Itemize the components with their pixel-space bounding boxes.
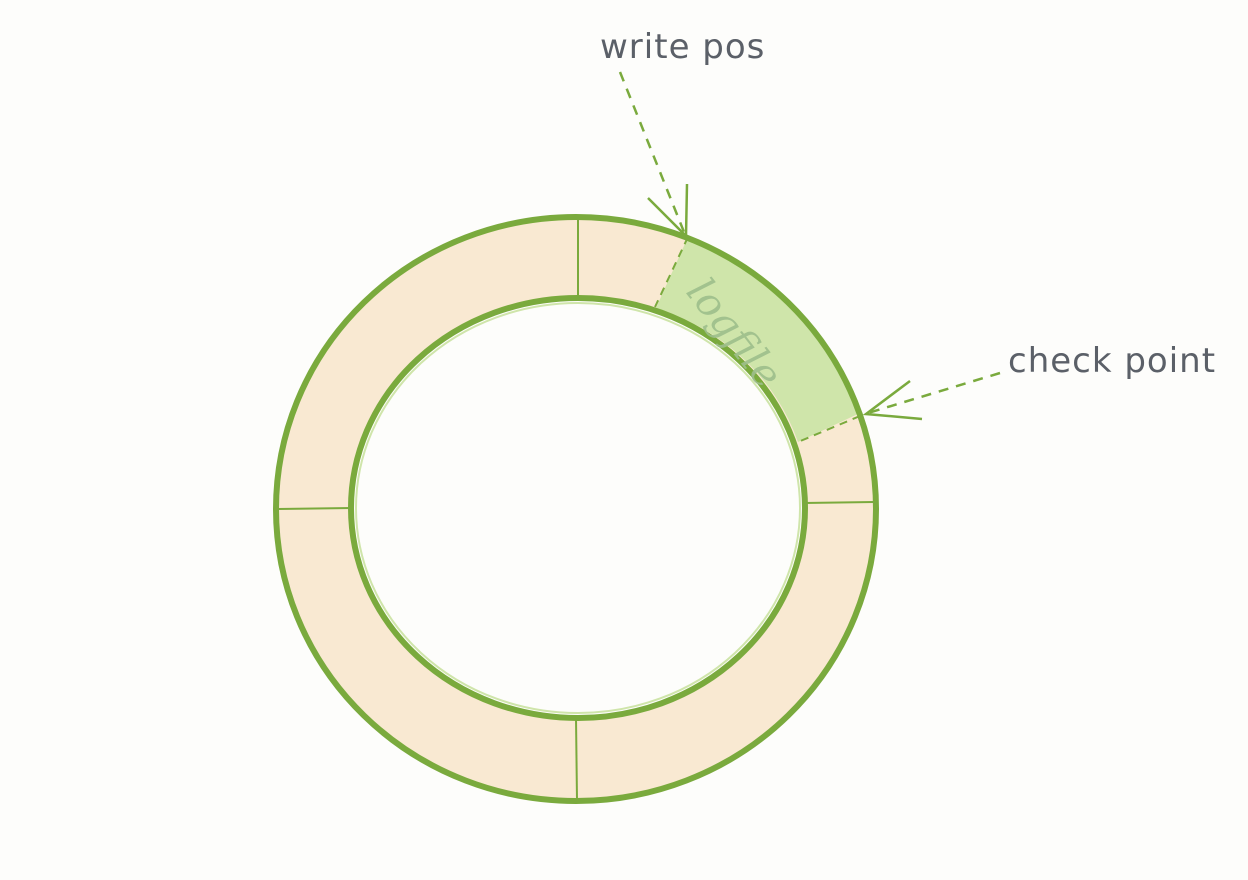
check-point-label: check point — [1008, 341, 1216, 381]
check-point-arrow — [867, 371, 1001, 415]
logfile-segment — [656, 237, 860, 442]
ring-divider-left — [277, 507, 353, 510]
ring-divider-bottom — [575, 717, 578, 801]
ring-outer-edge — [273, 214, 879, 804]
ring-inner-edge-highlight — [355, 302, 801, 714]
write-pos-arrow — [618, 71, 686, 233]
check-point-arrowhead — [862, 380, 923, 421]
write-pos-arrowhead — [647, 183, 689, 239]
write-pos-label: write pos — [600, 27, 765, 67]
ring-divider-right — [803, 501, 875, 504]
check-point-boundary — [797, 415, 861, 443]
